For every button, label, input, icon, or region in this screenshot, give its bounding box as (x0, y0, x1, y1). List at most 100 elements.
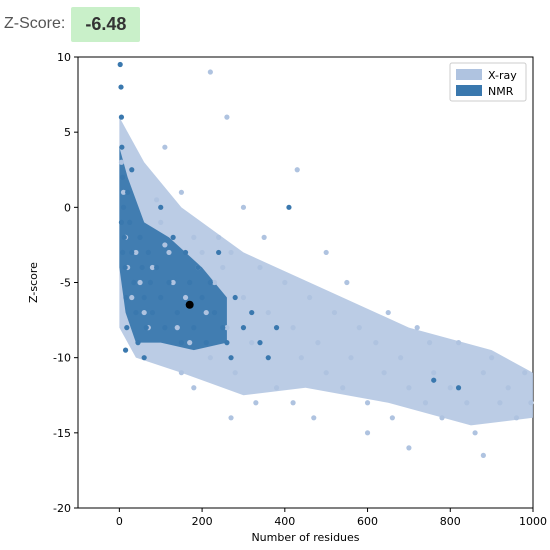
xray-point (253, 400, 259, 406)
xray-point (364, 400, 371, 406)
nmr-point (170, 234, 176, 240)
xray-point (203, 309, 209, 316)
xray-point (406, 385, 412, 391)
highlight-point (185, 300, 194, 309)
nmr-point (220, 325, 226, 331)
nmr-point (286, 204, 292, 210)
nmr-point (120, 174, 126, 180)
nmr-point (149, 309, 156, 316)
xray-point (118, 159, 125, 165)
nmr-point (124, 325, 130, 331)
x-tick-label: 800 (440, 515, 461, 528)
nmr-point (137, 234, 143, 240)
x-tick-label: 200 (192, 515, 213, 528)
nmr-point (228, 355, 234, 361)
xray-point (528, 400, 534, 406)
nmr-point (431, 377, 437, 383)
xray-point (137, 279, 143, 286)
xray-point (178, 189, 185, 195)
y-tick-label: -10 (53, 352, 71, 365)
nmr-point (139, 264, 145, 271)
xray-point (216, 234, 222, 240)
nmr-point (133, 309, 139, 316)
xray-point (187, 340, 193, 346)
xray-point (261, 234, 267, 240)
nmr-point (199, 294, 205, 301)
nmr-point (240, 325, 247, 331)
xray-point (298, 355, 304, 361)
nmr-density-region (119, 147, 227, 351)
xray-point (373, 340, 379, 346)
nmr-point (141, 294, 147, 301)
nmr-point (191, 325, 197, 331)
xray-point (149, 264, 156, 271)
x-axis-title: Number of residues (251, 531, 359, 544)
nmr-point (158, 294, 164, 301)
xray-point (480, 370, 486, 376)
zscore-value-badge: -6.48 (71, 6, 141, 42)
xray-point (294, 167, 300, 173)
xray-point (385, 309, 391, 316)
xray-point (522, 370, 528, 376)
xray-point (174, 325, 180, 331)
xray-point (129, 294, 135, 301)
xray-point (340, 385, 346, 391)
nmr-point (182, 249, 189, 256)
nmr-point (455, 385, 462, 391)
nmr-point (174, 309, 180, 316)
xray-point (364, 430, 371, 436)
nmr-point (158, 204, 164, 210)
xray-point (323, 249, 329, 256)
xray-point (331, 309, 338, 316)
nmr-point (117, 61, 123, 68)
legend-swatch-nmr (456, 85, 482, 96)
y-axis-title: Z-score (27, 262, 40, 303)
xray-point (497, 400, 503, 406)
nmr-point (232, 294, 238, 301)
nmr-point (145, 249, 151, 256)
xray-point (232, 370, 238, 376)
nmr-point (118, 84, 124, 90)
nmr-point (122, 264, 128, 271)
nmr-point (224, 340, 230, 346)
xray-point (228, 415, 234, 421)
legend-label-xray: X-ray (488, 69, 517, 82)
x-tick-label: 400 (274, 515, 295, 528)
nmr-point (122, 347, 129, 353)
xray-point (240, 204, 247, 210)
xray-point (170, 279, 176, 286)
xray-density-region (119, 117, 533, 426)
nmr-point (147, 279, 153, 286)
y-tick-label: -15 (53, 427, 71, 440)
y-tick-label: -5 (60, 277, 71, 290)
xray-point (439, 415, 445, 421)
xray-point (513, 415, 520, 421)
xray-point (249, 340, 255, 346)
nmr-point (211, 309, 218, 316)
nmr-point (207, 279, 213, 286)
nmr-point (249, 309, 255, 316)
xray-point (311, 415, 317, 421)
nmr-point (123, 294, 129, 301)
xray-point (133, 249, 139, 256)
zscore-header: Z-Score: -6.48 (4, 6, 141, 42)
nmr-point (257, 340, 263, 346)
xray-point (480, 452, 486, 458)
xray-point (315, 340, 321, 346)
xray-point (290, 400, 296, 406)
xray-point (162, 242, 168, 248)
xray-point (191, 385, 197, 391)
xray-point (389, 415, 395, 421)
nmr-point (118, 114, 125, 120)
xray-point (323, 370, 329, 376)
x-tick-label: 0 (116, 515, 123, 528)
xray-point (207, 355, 213, 361)
nmr-point (120, 204, 127, 210)
xray-point (199, 249, 205, 256)
xray-point (273, 385, 280, 391)
xray-point (178, 370, 185, 376)
nmr-point (131, 279, 137, 286)
nmr-point (119, 144, 125, 150)
xray-point (224, 325, 230, 331)
